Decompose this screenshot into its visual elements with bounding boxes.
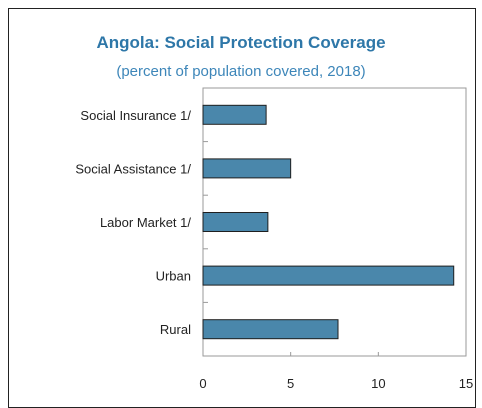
bar — [202, 158, 292, 179]
bar — [202, 104, 267, 125]
chart-subtitle: (percent of population covered, 2018) — [116, 63, 366, 80]
category-label: Rural — [160, 322, 191, 337]
bar — [202, 319, 339, 340]
category-labels: Social Insurance 1/Social Assistance 1/L… — [75, 108, 191, 337]
x-axis: 0 5 10 15 — [199, 352, 473, 391]
bar — [202, 212, 269, 232]
x-tick-label: 15 — [459, 376, 473, 391]
chart-frame — [8, 8, 476, 408]
bar-group — [202, 104, 455, 340]
category-label: Urban — [156, 269, 191, 284]
chart-title: Angola: Social Protection Coverage — [96, 33, 386, 52]
category-label: Social Insurance 1/ — [80, 108, 191, 123]
category-label: Social Assistance 1/ — [75, 161, 191, 176]
bar — [202, 265, 455, 286]
x-tick-label: 10 — [371, 376, 385, 391]
x-tick-label: 0 — [199, 376, 206, 391]
bar-chart: Social Insurance 1/Social Assistance 1/L… — [75, 87, 473, 391]
x-tick-label: 5 — [287, 376, 294, 391]
category-label: Labor Market 1/ — [100, 215, 191, 230]
